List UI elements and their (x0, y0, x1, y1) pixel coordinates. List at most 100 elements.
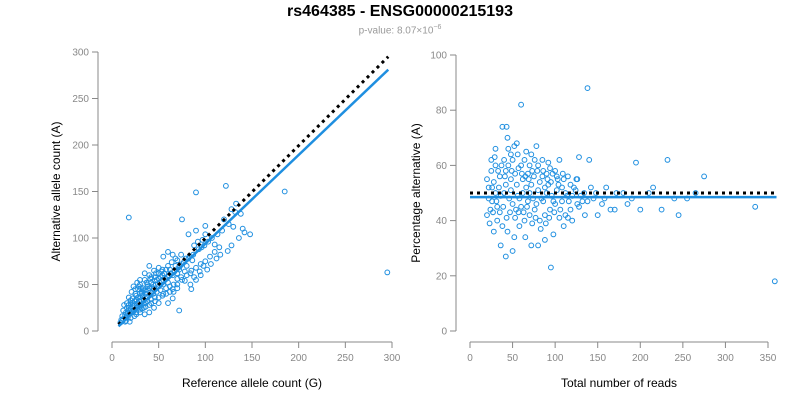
data-point (507, 209, 513, 216)
data-point (511, 143, 518, 150)
y-tick-label: 60 (436, 161, 448, 172)
data-point (508, 187, 514, 194)
data-point (509, 201, 516, 207)
data-point (550, 231, 557, 238)
data-point (535, 162, 541, 169)
data-point (554, 176, 561, 183)
x-tick-label: 50 (153, 353, 165, 364)
data-point (169, 251, 176, 258)
data-point (537, 226, 544, 232)
data-point (594, 212, 601, 219)
data-point (525, 176, 532, 183)
data-point (176, 307, 183, 314)
data-point (528, 151, 535, 158)
x-axis: 0 50 100 150 200 250 300 350 (467, 341, 777, 364)
data-point (508, 151, 514, 158)
x-tick-label: 0 (109, 353, 115, 364)
data-point (499, 223, 506, 230)
data-point (542, 184, 548, 191)
data-point (534, 168, 541, 174)
data-point (524, 203, 530, 210)
data-point (509, 157, 516, 163)
data-point (490, 179, 497, 185)
data-point (188, 267, 195, 274)
y-tick-label: 50 (78, 280, 90, 291)
data-point (569, 217, 576, 224)
data-point (494, 203, 501, 210)
data-point (228, 242, 235, 249)
data-point (170, 289, 177, 295)
data-point (496, 209, 503, 216)
data-point (174, 257, 181, 264)
data-point (223, 183, 229, 189)
data-point (496, 184, 502, 191)
data-point (144, 281, 151, 288)
data-point (146, 263, 153, 269)
data-point (675, 212, 682, 219)
y-tick-label: 40 (436, 216, 448, 227)
data-point (188, 286, 195, 293)
data-point (172, 255, 179, 262)
data-point (752, 203, 759, 210)
data-point (496, 173, 503, 180)
data-point (557, 206, 564, 213)
data-point (159, 266, 166, 273)
data-point (169, 295, 176, 302)
data-point (503, 214, 510, 221)
data-point (579, 198, 586, 205)
x-tick-label: 150 (589, 353, 606, 364)
data-point (202, 258, 209, 265)
data-point (518, 101, 524, 108)
data-point (174, 281, 181, 288)
data-point (559, 198, 565, 205)
data-point (550, 198, 557, 205)
y-axis: 0 20 40 60 80 100 (430, 51, 457, 338)
x-tick-label: 100 (197, 353, 214, 364)
data-point (230, 223, 237, 230)
data-point (217, 251, 224, 258)
data-point (513, 181, 520, 188)
data-point (664, 157, 671, 163)
data-point (544, 176, 551, 183)
data-point (137, 277, 143, 283)
data-point (536, 217, 543, 224)
data-point (501, 157, 508, 163)
data-point (152, 298, 158, 305)
data-point (512, 170, 518, 177)
data-point (529, 220, 536, 227)
data-point (508, 168, 515, 174)
data-point (624, 201, 631, 207)
allele-count-scatter-panel: 0 50 100 150 200 250 300 0 50 100 150 200 250 300 Refe… (49, 48, 401, 391)
data-point (488, 168, 495, 174)
x-tick-label: 150 (244, 353, 261, 364)
y-tick-label: 150 (72, 187, 89, 198)
data-point (170, 281, 177, 288)
data-point (193, 227, 199, 234)
data-point (512, 214, 518, 221)
data-point (236, 235, 242, 241)
data-point (495, 168, 502, 174)
data-point (584, 85, 591, 91)
data-point (523, 184, 530, 191)
y-axis: 0 50 100 150 200 250 300 (72, 48, 99, 338)
data-point (136, 283, 143, 290)
data-point (153, 270, 159, 277)
data-point (197, 272, 204, 279)
data-point (505, 162, 512, 169)
data-point (209, 235, 215, 241)
data-point (567, 206, 574, 213)
data-point (540, 198, 547, 205)
data-point (181, 268, 188, 275)
data-point (533, 143, 540, 150)
data-point (137, 290, 143, 297)
data-point (502, 181, 509, 188)
data-point (493, 198, 500, 205)
data-point (128, 289, 135, 295)
data-point (547, 206, 553, 213)
data-point (546, 214, 553, 221)
data-point (140, 287, 147, 294)
data-point (181, 277, 188, 284)
data-point (191, 274, 198, 281)
data-point (531, 206, 538, 213)
